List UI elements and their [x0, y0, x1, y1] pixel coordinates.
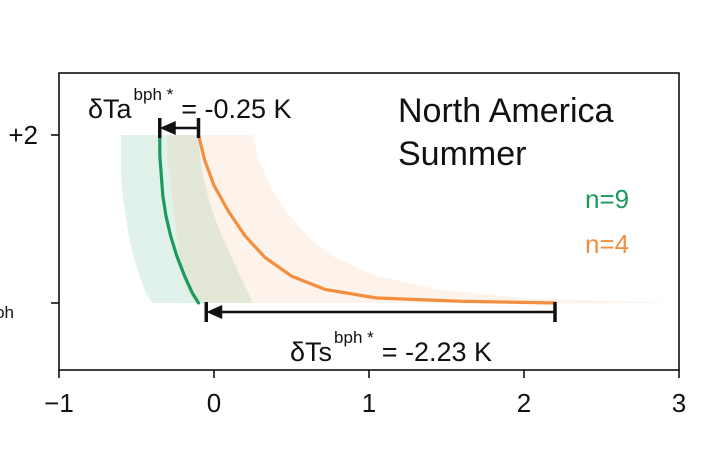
- annotation-ts-sup: bph *: [334, 328, 374, 347]
- chart-title-line-1: North America: [398, 92, 613, 130]
- difference-arrows: [158, 118, 557, 322]
- y-tick-label-top: +2: [8, 120, 38, 150]
- annotation-ta-suffix: = -0.25 K: [181, 94, 291, 124]
- annotation-ts: δTs bph * = -2.23 K: [290, 328, 492, 367]
- y-tick-label-bottom-sub: oh: [0, 303, 14, 322]
- annotation-ts-main: δTs: [290, 337, 332, 367]
- uncertainty-bands: [121, 135, 679, 303]
- arrow-head-1: [159, 121, 176, 135]
- line-series-2: [196, 133, 557, 305]
- chart-title-line-2: Summer: [398, 135, 526, 173]
- line-series-1: [158, 133, 201, 305]
- band-series-1: [121, 135, 253, 303]
- band-series-2: [167, 135, 679, 303]
- x-tick-label-2: 1: [362, 388, 376, 418]
- arrow-head-2: [206, 305, 223, 319]
- x-tick-label-4: 3: [672, 388, 686, 418]
- annotation-ta-main: δTa: [88, 94, 133, 124]
- legend-n4: n=4: [585, 229, 629, 259]
- x-tick-label-0: −1: [44, 388, 74, 418]
- annotation-ta-sup: bph *: [134, 85, 174, 104]
- x-tick-label-3: 2: [517, 388, 531, 418]
- y-tick-label-bottom: Zoh: [0, 288, 14, 322]
- annotation-ts-suffix: = -2.23 K: [382, 337, 492, 367]
- annotation-ta: δTa bph * = -0.25 K: [88, 85, 292, 124]
- series-lines: [158, 133, 557, 305]
- legend-n9: n=9: [585, 184, 629, 214]
- x-tick-label-1: 0: [207, 388, 221, 418]
- axes: −1 0 1 2 3: [44, 72, 686, 418]
